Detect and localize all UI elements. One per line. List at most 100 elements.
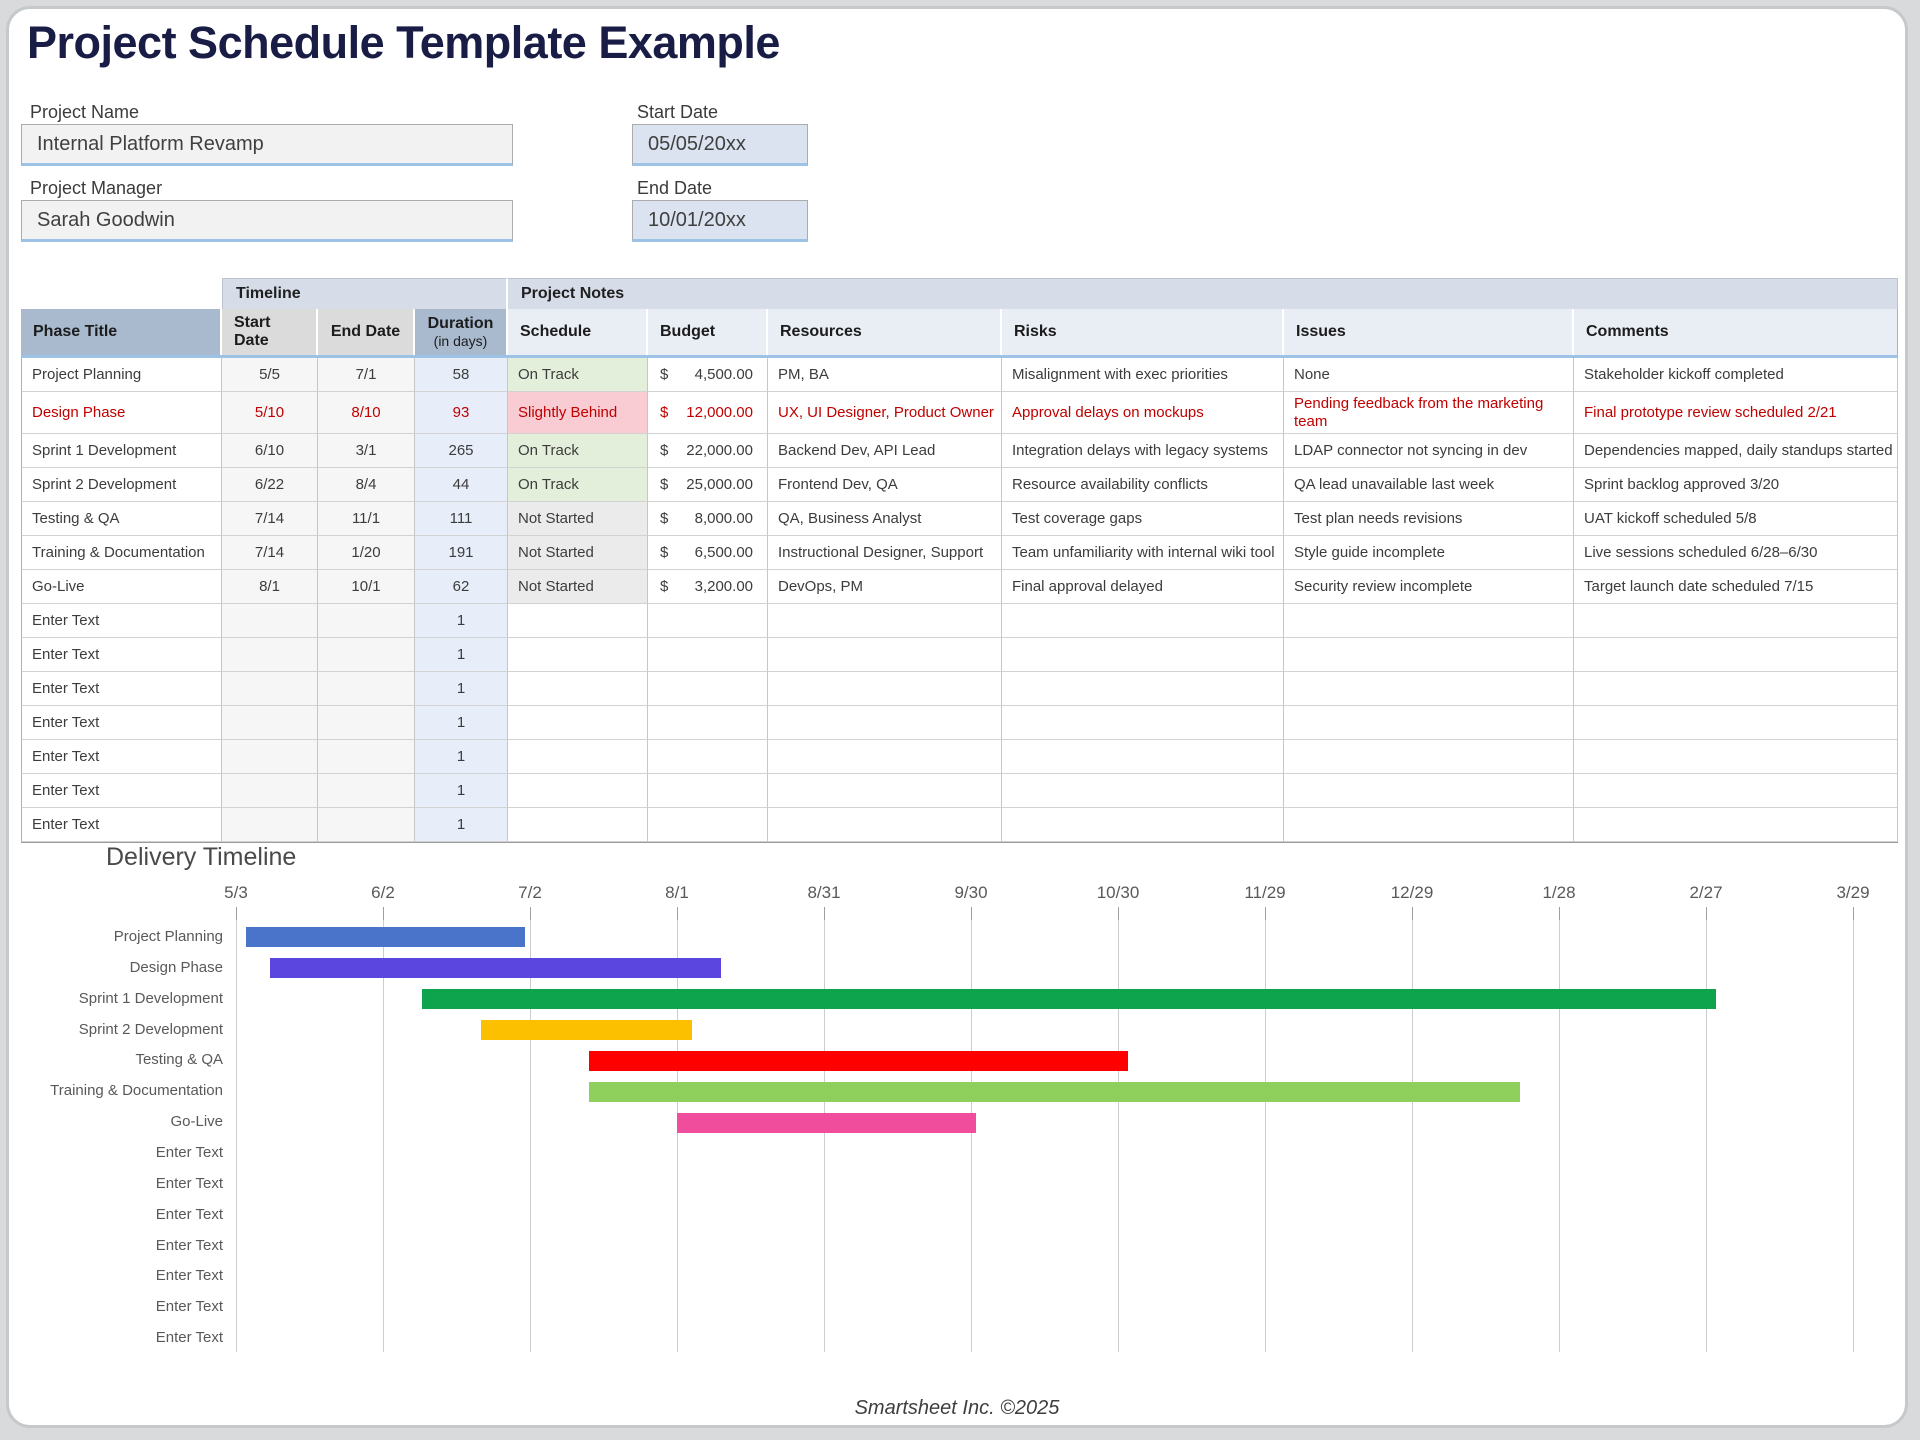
cell-schedule[interactable]: On Track: [508, 358, 648, 392]
cell-schedule[interactable]: On Track: [508, 468, 648, 503]
cell-comments[interactable]: Dependencies mapped, daily standups star…: [1574, 434, 1898, 469]
cell-duration[interactable]: 1: [415, 808, 508, 843]
cell-risks[interactable]: [1002, 774, 1284, 809]
cell-resources[interactable]: [768, 808, 1002, 843]
cell-duration[interactable]: 1: [415, 672, 508, 707]
cell-risks[interactable]: [1002, 638, 1284, 673]
cell-issues[interactable]: Test plan needs revisions: [1284, 502, 1574, 537]
cell-resources[interactable]: [768, 638, 1002, 673]
cell-budget[interactable]: [648, 638, 768, 673]
cell-end-date[interactable]: 10/1: [318, 570, 415, 605]
cell-duration[interactable]: 191: [415, 536, 508, 571]
cell-phase-title[interactable]: Design Phase: [21, 392, 222, 435]
cell-budget[interactable]: [648, 706, 768, 741]
cell-budget[interactable]: $25,000.00: [648, 468, 768, 503]
cell-comments[interactable]: Final prototype review scheduled 2/21: [1574, 392, 1898, 435]
cell-end-date[interactable]: 3/1: [318, 434, 415, 469]
cell-comments[interactable]: Stakeholder kickoff completed: [1574, 358, 1898, 392]
cell-budget[interactable]: $12,000.00: [648, 392, 768, 435]
cell-issues[interactable]: Security review incomplete: [1284, 570, 1574, 605]
cell-start-date[interactable]: 5/5: [222, 358, 318, 392]
cell-start-date[interactable]: [222, 808, 318, 843]
cell-phase-title[interactable]: Sprint 1 Development: [21, 434, 222, 469]
cell-budget[interactable]: [648, 672, 768, 707]
cell-duration[interactable]: 62: [415, 570, 508, 605]
cell-resources[interactable]: [768, 604, 1002, 639]
cell-schedule[interactable]: Not Started: [508, 570, 648, 605]
cell-issues[interactable]: [1284, 808, 1574, 843]
cell-resources[interactable]: [768, 672, 1002, 707]
cell-duration[interactable]: 1: [415, 604, 508, 639]
cell-duration[interactable]: 44: [415, 468, 508, 503]
cell-phase-title[interactable]: Project Planning: [21, 358, 222, 392]
cell-comments[interactable]: [1574, 808, 1898, 843]
cell-issues[interactable]: LDAP connector not syncing in dev: [1284, 434, 1574, 469]
cell-budget[interactable]: [648, 774, 768, 809]
cell-issues[interactable]: [1284, 604, 1574, 639]
cell-risks[interactable]: [1002, 672, 1284, 707]
cell-budget[interactable]: [648, 808, 768, 843]
cell-end-date[interactable]: 1/20: [318, 536, 415, 571]
cell-issues[interactable]: [1284, 740, 1574, 775]
cell-end-date[interactable]: 7/1: [318, 358, 415, 392]
cell-end-date[interactable]: [318, 740, 415, 775]
cell-phase-title[interactable]: Go-Live: [21, 570, 222, 605]
cell-resources[interactable]: DevOps, PM: [768, 570, 1002, 605]
cell-risks[interactable]: Resource availability conflicts: [1002, 468, 1284, 503]
cell-start-date[interactable]: 8/1: [222, 570, 318, 605]
cell-resources[interactable]: [768, 774, 1002, 809]
cell-start-date[interactable]: [222, 638, 318, 673]
cell-comments[interactable]: UAT kickoff scheduled 5/8: [1574, 502, 1898, 537]
cell-start-date[interactable]: 6/22: [222, 468, 318, 503]
cell-comments[interactable]: Live sessions scheduled 6/28–6/30: [1574, 536, 1898, 571]
cell-schedule[interactable]: [508, 740, 648, 775]
cell-risks[interactable]: Approval delays on mockups: [1002, 392, 1284, 435]
cell-end-date[interactable]: 8/4: [318, 468, 415, 503]
cell-duration[interactable]: 265: [415, 434, 508, 469]
cell-schedule[interactable]: [508, 604, 648, 639]
cell-start-date[interactable]: [222, 672, 318, 707]
cell-duration[interactable]: 111: [415, 502, 508, 537]
cell-risks[interactable]: Misalignment with exec priorities: [1002, 358, 1284, 392]
cell-comments[interactable]: Sprint backlog approved 3/20: [1574, 468, 1898, 503]
cell-duration[interactable]: 93: [415, 392, 508, 435]
cell-end-date[interactable]: [318, 774, 415, 809]
cell-phase-title[interactable]: Training & Documentation: [21, 536, 222, 571]
cell-budget[interactable]: [648, 740, 768, 775]
cell-comments[interactable]: [1574, 672, 1898, 707]
cell-comments[interactable]: [1574, 740, 1898, 775]
cell-schedule[interactable]: On Track: [508, 434, 648, 469]
cell-risks[interactable]: [1002, 740, 1284, 775]
cell-phase-title[interactable]: Testing & QA: [21, 502, 222, 537]
cell-issues[interactable]: [1284, 706, 1574, 741]
cell-phase-title[interactable]: Enter Text: [21, 808, 222, 843]
cell-comments[interactable]: [1574, 604, 1898, 639]
cell-resources[interactable]: UX, UI Designer, Product Owner: [768, 392, 1002, 435]
cell-end-date[interactable]: [318, 638, 415, 673]
cell-start-date[interactable]: 7/14: [222, 536, 318, 571]
cell-budget[interactable]: $8,000.00: [648, 502, 768, 537]
cell-end-date[interactable]: 8/10: [318, 392, 415, 435]
cell-start-date[interactable]: 7/14: [222, 502, 318, 537]
cell-phase-title[interactable]: Enter Text: [21, 672, 222, 707]
cell-resources[interactable]: [768, 740, 1002, 775]
cell-duration[interactable]: 1: [415, 638, 508, 673]
cell-risks[interactable]: Test coverage gaps: [1002, 502, 1284, 537]
cell-end-date[interactable]: 11/1: [318, 502, 415, 537]
cell-budget[interactable]: $6,500.00: [648, 536, 768, 571]
cell-resources[interactable]: Instructional Designer, Support: [768, 536, 1002, 571]
cell-resources[interactable]: Backend Dev, API Lead: [768, 434, 1002, 469]
cell-risks[interactable]: [1002, 706, 1284, 741]
cell-schedule[interactable]: [508, 638, 648, 673]
cell-comments[interactable]: [1574, 706, 1898, 741]
cell-end-date[interactable]: [318, 808, 415, 843]
cell-phase-title[interactable]: Sprint 2 Development: [21, 468, 222, 503]
cell-start-date[interactable]: 6/10: [222, 434, 318, 469]
cell-start-date[interactable]: [222, 740, 318, 775]
project-manager-field[interactable]: Sarah Goodwin: [21, 200, 513, 242]
cell-resources[interactable]: Frontend Dev, QA: [768, 468, 1002, 503]
cell-resources[interactable]: QA, Business Analyst: [768, 502, 1002, 537]
cell-budget[interactable]: $4,500.00: [648, 358, 768, 392]
cell-schedule[interactable]: Not Started: [508, 536, 648, 571]
cell-duration[interactable]: 1: [415, 706, 508, 741]
